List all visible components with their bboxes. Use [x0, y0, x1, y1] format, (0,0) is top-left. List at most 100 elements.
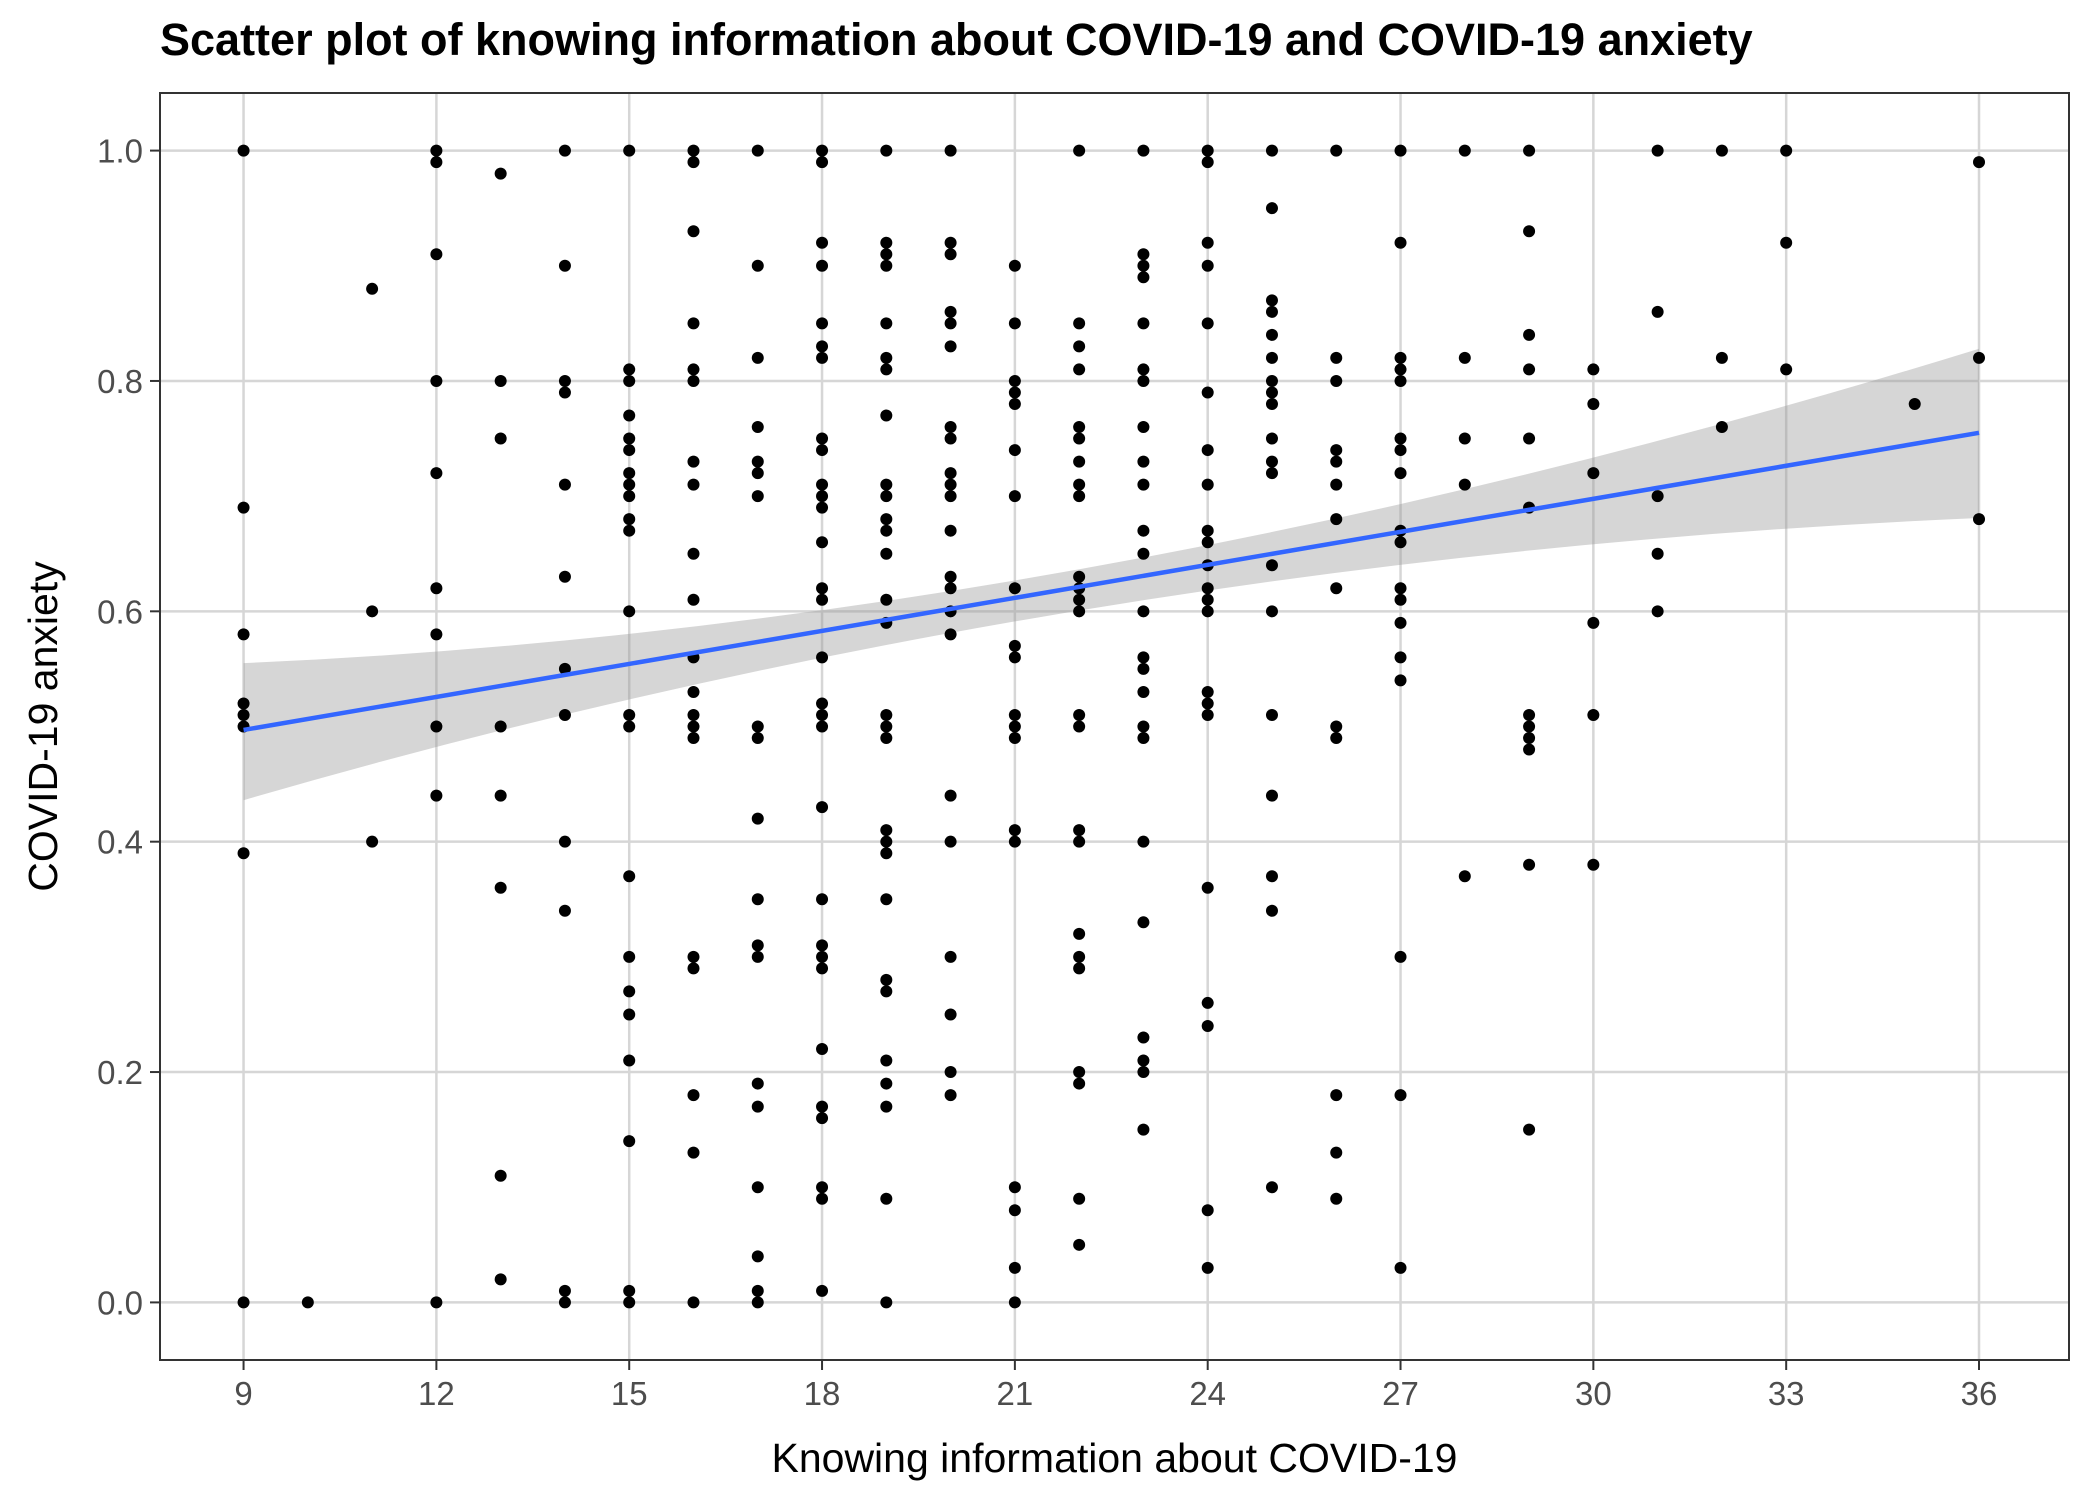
data-point	[1137, 248, 1150, 261]
data-point	[687, 1146, 700, 1159]
y-axis-title: COVID-19 anxiety	[20, 561, 66, 892]
data-point	[430, 789, 443, 802]
data-point	[558, 374, 571, 387]
data-point	[1073, 1066, 1086, 1079]
data-point	[816, 1043, 829, 1056]
data-point	[880, 1192, 893, 1205]
data-point	[751, 1250, 764, 1263]
data-point	[1201, 536, 1214, 549]
data-point	[1073, 708, 1086, 721]
data-point	[880, 490, 893, 503]
data-point	[880, 893, 893, 906]
data-point	[558, 144, 571, 157]
data-point	[880, 248, 893, 261]
data-point	[1330, 582, 1343, 595]
data-point	[1201, 605, 1214, 618]
data-point	[558, 904, 571, 917]
data-point	[1137, 524, 1150, 537]
data-point	[816, 801, 829, 814]
data-point	[1073, 835, 1086, 848]
data-point	[237, 501, 250, 514]
data-point	[880, 1100, 893, 1113]
data-point	[880, 985, 893, 998]
data-point	[816, 720, 829, 733]
data-point	[1201, 478, 1214, 491]
data-point	[1008, 259, 1021, 272]
data-point	[1394, 236, 1407, 249]
data-point	[558, 835, 571, 848]
data-point	[687, 478, 700, 491]
data-point	[1458, 478, 1471, 491]
data-point	[1073, 490, 1086, 503]
data-point	[1073, 927, 1086, 940]
data-point	[623, 1296, 636, 1309]
data-point	[944, 1066, 957, 1079]
data-point	[1523, 225, 1536, 238]
data-point	[944, 835, 957, 848]
data-point	[1137, 732, 1150, 745]
data-point	[880, 513, 893, 526]
data-point	[494, 1273, 507, 1286]
data-point	[944, 305, 957, 318]
data-point	[1201, 708, 1214, 721]
data-point	[1201, 1204, 1214, 1217]
data-point	[1587, 616, 1600, 629]
data-points	[237, 144, 1986, 1309]
data-point	[1330, 444, 1343, 457]
data-point	[880, 720, 893, 733]
data-point	[751, 455, 764, 468]
data-point	[1265, 870, 1278, 883]
data-point	[1394, 444, 1407, 457]
data-point	[1265, 455, 1278, 468]
panel-background	[160, 93, 2069, 1360]
data-point	[816, 1112, 829, 1125]
data-point	[880, 708, 893, 721]
data-point	[944, 950, 957, 963]
data-point	[558, 1284, 571, 1297]
data-point	[1073, 720, 1086, 733]
data-point	[1458, 144, 1471, 157]
data-point	[623, 524, 636, 537]
data-point	[1073, 1077, 1086, 1090]
data-point	[1137, 421, 1150, 434]
data-point	[1523, 363, 1536, 376]
data-point	[880, 973, 893, 986]
data-point	[558, 1296, 571, 1309]
data-point	[1201, 881, 1214, 894]
data-point	[880, 1054, 893, 1067]
data-point	[430, 156, 443, 169]
data-point	[751, 732, 764, 745]
data-point	[1137, 374, 1150, 387]
data-point	[1201, 697, 1214, 710]
data-point	[944, 467, 957, 480]
data-point	[301, 1296, 314, 1309]
data-point	[1073, 455, 1086, 468]
data-point	[1008, 582, 1021, 595]
data-point	[687, 1089, 700, 1102]
data-point	[558, 259, 571, 272]
y-axis: 0.0 0.2 0.4 0.6 0.8 1.0	[97, 133, 160, 1321]
data-point	[751, 421, 764, 434]
data-point	[1008, 397, 1021, 410]
data-point	[816, 259, 829, 272]
data-point	[1330, 351, 1343, 364]
data-point	[816, 593, 829, 606]
data-point	[1523, 708, 1536, 721]
data-point	[1523, 743, 1536, 756]
data-point	[1008, 1261, 1021, 1274]
data-point	[430, 248, 443, 261]
data-point	[687, 144, 700, 157]
data-point	[816, 351, 829, 364]
data-point	[816, 340, 829, 353]
data-point	[751, 1077, 764, 1090]
data-point	[237, 144, 250, 157]
data-point	[494, 881, 507, 894]
x-axis-title: Knowing information about COVID-19	[772, 1435, 1458, 1481]
data-point	[1008, 732, 1021, 745]
data-point	[494, 789, 507, 802]
data-point	[1137, 662, 1150, 675]
data-point	[623, 605, 636, 618]
x-tick-label: 12	[418, 1375, 455, 1412]
data-point	[1394, 374, 1407, 387]
data-point	[1073, 144, 1086, 157]
